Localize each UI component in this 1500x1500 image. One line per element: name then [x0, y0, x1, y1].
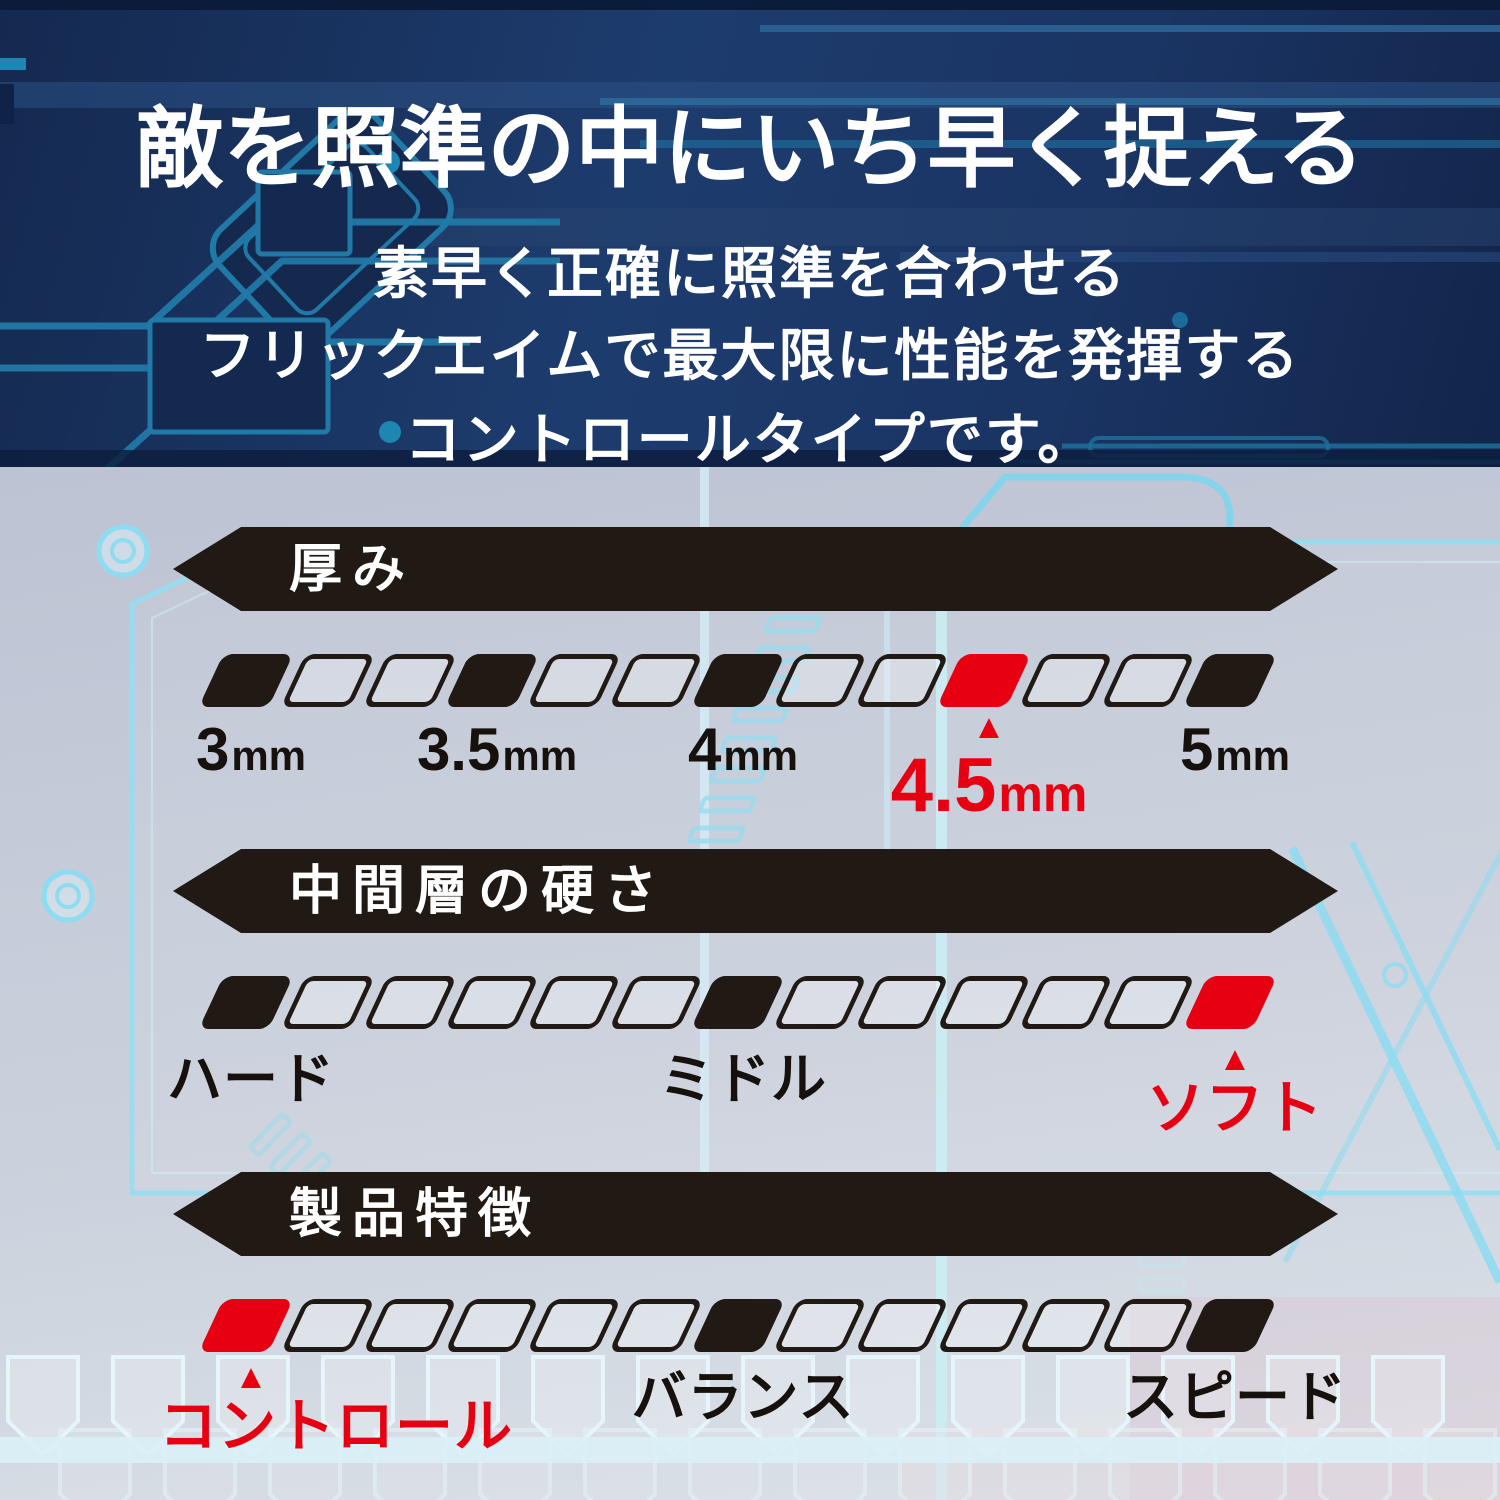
header-circuit-decoration: [0, 0, 1500, 467]
scale-segment-black: [690, 1299, 786, 1352]
spec-group-hardness: 中間層の硬さ ハード ミドル ▲ ソフト: [0, 849, 1500, 1169]
scale-segment: [526, 1299, 622, 1352]
selection-marker-triangle: ▲: [1218, 1040, 1252, 1078]
spec-group-features: 製品特徴 ▲ コントロール バランス スピード: [0, 1172, 1500, 1492]
scale-label: 3mm: [196, 720, 306, 780]
scale-segment-black: [198, 654, 294, 707]
scale-segment: [936, 1299, 1032, 1352]
scale-segment: [854, 976, 950, 1029]
page-title: 敵を照準の中にいち早く捉える: [135, 98, 1365, 198]
scale-label-text: ハード: [166, 1048, 336, 1110]
spec-banner-thickness: 厚み: [173, 527, 1338, 611]
scale-segment: [444, 976, 540, 1029]
spec-banner-title: 製品特徴: [289, 1184, 541, 1244]
scale-label-text: ミドル: [658, 1048, 828, 1110]
scale-segment-black: [444, 654, 540, 707]
scale-label-text: バランス: [631, 1366, 855, 1428]
scale-segment: [280, 1299, 376, 1352]
scale-label-text: 4mm: [687, 716, 799, 783]
spec-banner-features: 製品特徴: [173, 1172, 1338, 1256]
scale-label-text: 3mm: [195, 716, 307, 783]
scale-segment-black: [690, 976, 786, 1029]
scale-segment: [362, 654, 458, 707]
scale-segment: [1100, 976, 1196, 1029]
scale-label: 4mm: [688, 720, 798, 780]
scale-label-text: 4.5mm: [890, 743, 1088, 828]
scale-segment: [362, 1299, 458, 1352]
selected-value-label: ▲ コントロール: [74, 1358, 512, 1456]
scale-segment-black: [690, 654, 786, 707]
scale-label: 5mm: [1180, 720, 1290, 780]
scale-segment: [444, 1299, 540, 1352]
thickness-scale: [198, 654, 1278, 707]
hardness-scale-labels: ハード ミドル ▲ ソフト: [0, 1042, 1500, 1182]
scale-label: ミドル: [659, 1052, 827, 1107]
scale-segment: [772, 654, 868, 707]
scale-label-text: スピード: [1122, 1366, 1348, 1428]
scale-label-text: 5mm: [1179, 716, 1291, 783]
scale-segment: [772, 1299, 868, 1352]
scale-label-text: 3.5mm: [416, 716, 578, 783]
scale-segment: [280, 976, 376, 1029]
scale-segment-black: [1182, 1299, 1278, 1352]
scale-segment-red: [198, 1299, 294, 1352]
scale-segment-black: [198, 976, 294, 1029]
hardness-scale: [198, 976, 1278, 1029]
scale-segment: [280, 654, 376, 707]
scale-segment-red: [936, 654, 1032, 707]
features-scale-labels: ▲ コントロール バランス スピード: [0, 1360, 1500, 1500]
header-subtitle-line-3: コントロールタイプです。: [404, 408, 1096, 468]
scale-label-text: コントロール: [158, 1394, 514, 1459]
selected-value-label: ▲ 4.5mm: [890, 708, 1088, 828]
scale-segment: [526, 654, 622, 707]
header-banner: 敵を照準の中にいち早く捉える 素早く正確に照準を合わせる フリックエイムで最大限…: [0, 0, 1500, 467]
scale-label: ハード: [167, 1052, 335, 1107]
scale-segment: [608, 654, 704, 707]
header-subtitle-line-2: フリックエイムで最大限に性能を発揮する: [199, 324, 1301, 387]
scale-segment: [854, 654, 950, 707]
spec-group-thickness: 厚み 3mm 3.5mm 4mm ▲ 4.5mm 5mm: [0, 527, 1500, 847]
scale-segment: [362, 976, 458, 1029]
scale-segment: [526, 976, 622, 1029]
scale-segment: [1100, 1299, 1196, 1352]
scale-label: スピード: [1123, 1370, 1347, 1425]
scale-segment-red: [1182, 976, 1278, 1029]
thickness-scale-labels: 3mm 3.5mm 4mm ▲ 4.5mm 5mm: [0, 710, 1500, 850]
features-scale: [198, 1299, 1278, 1352]
scale-segment-black: [1182, 654, 1278, 707]
scale-segment: [854, 1299, 950, 1352]
selected-value-label: ▲ ソフト: [1146, 1040, 1324, 1141]
scale-segment: [1018, 654, 1114, 707]
scale-segment: [608, 976, 704, 1029]
scale-segment: [1018, 976, 1114, 1029]
selection-marker-triangle: ▲: [234, 1358, 268, 1396]
scale-label: 3.5mm: [417, 720, 577, 780]
scale-segment: [1018, 1299, 1114, 1352]
spec-banner-title: 厚み: [289, 539, 415, 599]
scale-segment: [772, 976, 868, 1029]
spec-banner-title: 中間層の硬さ: [289, 861, 667, 921]
header-subtitle-line-1: 素早く正確に照準を合わせる: [373, 242, 1127, 305]
scale-label: バランス: [632, 1370, 855, 1425]
selection-marker-triangle: ▲: [972, 708, 1006, 746]
scale-segment: [608, 1299, 704, 1352]
spec-banner-hardness: 中間層の硬さ: [173, 849, 1338, 933]
scale-label-text: ソフト: [1146, 1076, 1324, 1141]
scale-segment: [1100, 654, 1196, 707]
scale-segment: [936, 976, 1032, 1029]
